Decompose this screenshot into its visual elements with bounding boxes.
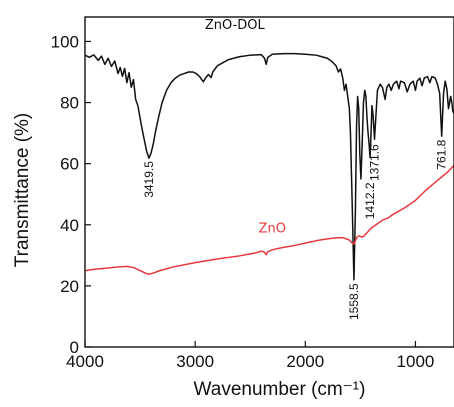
peak-label-3: 1371.6 [368, 144, 382, 181]
series-line-0 [85, 54, 454, 280]
y-tick-label-1: 20 [60, 277, 79, 296]
x-axis-title: Wavenumber (cm⁻¹) [194, 379, 366, 400]
x-tick-label-1: 3000 [176, 352, 214, 371]
x-tick-label-3: 1000 [397, 352, 435, 371]
plot-frame [85, 17, 454, 347]
peak-label-2: 1412.2 [363, 182, 377, 219]
peak-label-1: 1558.5 [347, 283, 361, 320]
series-line-1 [85, 165, 454, 274]
y-tick-label-5: 100 [51, 32, 79, 51]
series-layer [85, 54, 454, 280]
y-tick-label-4: 80 [60, 94, 79, 113]
series-label-1: ZnO [259, 221, 286, 236]
y-tick-label-2: 40 [60, 216, 79, 235]
peak-label-4: 761.8 [435, 139, 449, 169]
y-tick-label-0: 0 [70, 338, 79, 357]
y-tick-label-3: 60 [60, 155, 79, 174]
peak-label-0: 3419.5 [142, 161, 156, 198]
y-axis-title: Transmittance (%) [12, 113, 33, 268]
x-tick-label-2: 2000 [286, 352, 324, 371]
series-label-0: ZnO-DOL [205, 18, 266, 33]
